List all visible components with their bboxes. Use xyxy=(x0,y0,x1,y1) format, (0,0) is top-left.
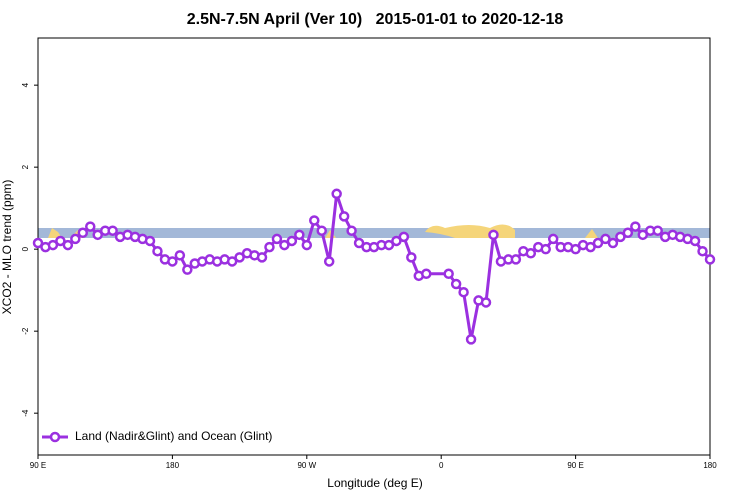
x-tick-label: 180 xyxy=(166,461,180,470)
data-point xyxy=(182,264,193,275)
data-point xyxy=(458,286,469,298)
series-line xyxy=(37,192,712,341)
data-point xyxy=(92,229,103,241)
data-point xyxy=(234,252,245,263)
data-point xyxy=(331,188,342,200)
data-point xyxy=(286,235,298,247)
y-tick-label: 4 xyxy=(21,82,30,87)
data-point xyxy=(689,235,701,247)
data-point xyxy=(540,243,551,255)
data-point xyxy=(547,233,559,245)
data-point xyxy=(488,229,499,241)
data-point xyxy=(167,256,178,267)
data-point xyxy=(570,243,581,255)
data-point xyxy=(264,241,275,253)
data-point xyxy=(622,227,634,239)
data-point xyxy=(301,239,313,251)
data-point xyxy=(450,278,462,290)
data-point xyxy=(85,221,96,232)
x-tick-label: 180 xyxy=(703,461,717,470)
y-axis-label: XCO2 - MLO trend (ppm) xyxy=(0,180,14,315)
data-point xyxy=(271,233,283,245)
data-point xyxy=(600,233,611,245)
data-point xyxy=(391,235,402,247)
x-tick-label: 0 xyxy=(439,461,444,470)
land-patch xyxy=(585,229,598,238)
data-point xyxy=(585,241,596,253)
data-point xyxy=(152,245,163,257)
data-point xyxy=(398,231,410,243)
data-point xyxy=(525,248,537,259)
data-point xyxy=(383,239,395,251)
y-tick-label: 2 xyxy=(21,164,30,169)
data-point xyxy=(144,235,156,247)
ocean-band xyxy=(38,228,710,238)
data-point xyxy=(279,239,290,251)
legend-label: Land (Nadir&Glint) and Ocean (Glint) xyxy=(75,429,272,443)
data-point xyxy=(346,225,357,236)
x-tick-label: 90 W xyxy=(297,461,316,470)
data-point xyxy=(652,225,663,236)
data-point xyxy=(55,235,66,247)
data-point xyxy=(70,233,81,245)
data-point xyxy=(637,229,649,241)
data-point xyxy=(174,250,186,261)
data-point xyxy=(294,229,305,241)
chart-title: 2.5N-7.5N April (Ver 10) 2015-01-01 to 2… xyxy=(187,11,564,28)
y-tick-label: -2 xyxy=(21,327,30,335)
data-point xyxy=(32,237,44,249)
data-point xyxy=(615,231,626,243)
data-point xyxy=(256,252,268,263)
x-axis-label: Longitude (deg E) xyxy=(327,476,422,490)
data-point xyxy=(697,245,708,257)
legend: Land (Nadir&Glint) and Ocean (Glint) xyxy=(42,429,272,443)
y-tick-label: -4 xyxy=(21,409,30,417)
data-point xyxy=(226,256,238,267)
x-tick-label: 90 E xyxy=(30,461,46,470)
data-point xyxy=(443,268,454,280)
data-point xyxy=(607,237,619,249)
data-point xyxy=(592,237,604,249)
data-point xyxy=(107,225,118,236)
data-point xyxy=(309,215,320,226)
legend-marker xyxy=(49,431,61,443)
data-point xyxy=(630,221,641,232)
data-point xyxy=(465,334,477,345)
data-point xyxy=(421,268,432,280)
data-point xyxy=(704,254,716,265)
data-point xyxy=(77,227,89,239)
data-point xyxy=(480,297,492,308)
data-point xyxy=(406,252,417,263)
data-point xyxy=(316,225,327,236)
data-point xyxy=(353,237,365,249)
data-point xyxy=(510,254,522,265)
data-point xyxy=(47,239,59,251)
y-tick-label: 0 xyxy=(21,246,30,251)
data-point xyxy=(338,211,350,222)
x-tick-label: 90 E xyxy=(567,461,583,470)
land-patch xyxy=(48,228,62,238)
data-point xyxy=(323,256,335,267)
data-point xyxy=(62,239,74,251)
